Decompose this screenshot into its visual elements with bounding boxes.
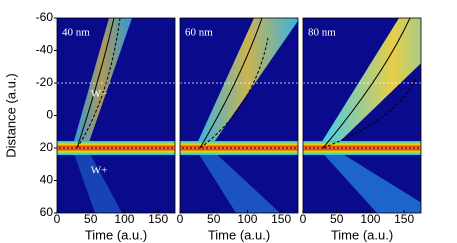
trajectory-dashed: [76, 18, 121, 149]
x-tick-label: 100: [360, 212, 380, 226]
panel-frame: [302, 17, 422, 214]
y-tick-label: 20: [40, 140, 54, 154]
y-tick-label: -40: [36, 43, 54, 57]
x-tick-label: 150: [148, 212, 168, 226]
cone-down: [72, 148, 122, 213]
panel-label: 80 nm: [308, 27, 336, 39]
x-tick-label: 150: [271, 212, 291, 226]
panel: [57, 18, 175, 213]
cone-up: [318, 18, 421, 148]
x-tick-label: 50: [84, 212, 98, 226]
x-tick-label: 50: [330, 212, 344, 226]
annotation: W−: [91, 88, 108, 100]
x-axis-label: Time (a.u.): [208, 227, 270, 242]
y-tick-label: -60: [36, 10, 54, 24]
y-tick-label: 40: [40, 173, 54, 187]
cone-down: [195, 148, 280, 213]
x-tick-label: 150: [394, 212, 414, 226]
y-tick-label: -20: [36, 75, 54, 89]
x-tick-label: 0: [177, 212, 184, 226]
x-tick-label: 50: [207, 212, 221, 226]
trajectory-dashed: [199, 37, 269, 149]
x-tick-label: 0: [54, 212, 61, 226]
x-tick-label: 100: [237, 212, 257, 226]
panel-bg: [180, 18, 298, 213]
y-tick-label: 60: [40, 205, 54, 219]
annotation: W+: [91, 164, 108, 176]
panel: [303, 18, 421, 213]
y-axis-label: Distance (a.u.): [3, 73, 18, 158]
cone-down: [318, 148, 421, 213]
y-tick-label: 0: [46, 108, 53, 122]
trajectory: [322, 18, 411, 149]
panel-frame: [179, 17, 299, 214]
x-axis-label: Time (a.u.): [85, 227, 147, 242]
x-tick-label: 0: [300, 212, 307, 226]
panel-label: 60 nm: [185, 27, 213, 39]
trajectory: [76, 18, 115, 149]
trajectory-dashed: [322, 77, 417, 149]
cone-up: [195, 18, 298, 148]
x-axis-label: Time (a.u.): [331, 227, 393, 242]
source-band: [180, 141, 298, 155]
trajectory: [199, 18, 263, 149]
source-band: [57, 141, 175, 155]
source-band: [303, 141, 421, 155]
panel-label: 40 nm: [62, 27, 90, 39]
x-tick-label: 100: [114, 212, 134, 226]
panel: [180, 18, 298, 213]
